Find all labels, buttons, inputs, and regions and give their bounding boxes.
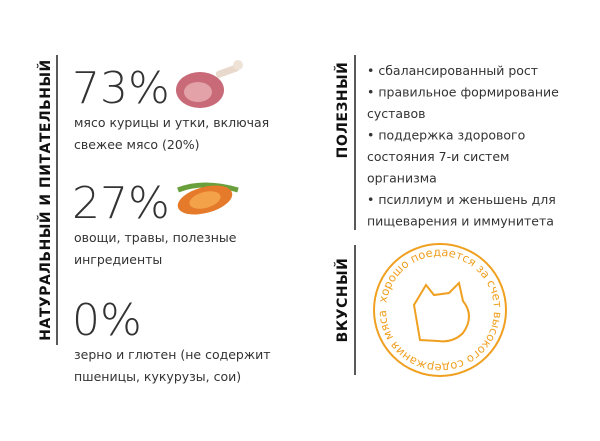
benefit-line: • правильное формирование [367, 85, 559, 100]
stat-value: 27% [72, 178, 170, 229]
stat-description: ингредиенты [74, 252, 162, 267]
section-label: НАТУРАЛЬНЫЙ И ПИТАТЕЛЬНЫЙ [37, 59, 54, 340]
benefit-line: суставов [367, 106, 425, 121]
benefit-line: состояния 7-и систем [367, 149, 509, 164]
benefit-line: • поддержка здорового [367, 128, 525, 143]
meat-icon [176, 60, 243, 108]
benefit-line: • псиллиум и женьшень для [367, 192, 556, 207]
vegetable-icon [177, 182, 239, 215]
stat-description: зерно и глютен (не содержит [74, 347, 271, 362]
badge-text: хорошо поедается за счет высокого содерж… [375, 245, 505, 375]
benefit-line: • сбалансированный рост [367, 63, 538, 78]
stat-value: 73% [72, 63, 170, 114]
benefit-line: пищеварения и иммунитета [367, 214, 554, 229]
stat-description: пшеницы, кукурузы, сои) [74, 369, 241, 384]
stat-description: овощи, травы, полезные [74, 230, 237, 245]
stat-description: свежее мясо (20%) [74, 137, 200, 152]
stat-value: 0% [72, 295, 142, 346]
stat-description: мясо курицы и утки, включая [74, 115, 269, 130]
benefit-line: организма [367, 171, 437, 186]
cat-icon [412, 281, 470, 343]
badge-circle [373, 243, 507, 377]
section-label: ПОЛЕЗНЫЙ [334, 62, 351, 159]
section-label: ВКУСНЫЙ [334, 258, 351, 343]
